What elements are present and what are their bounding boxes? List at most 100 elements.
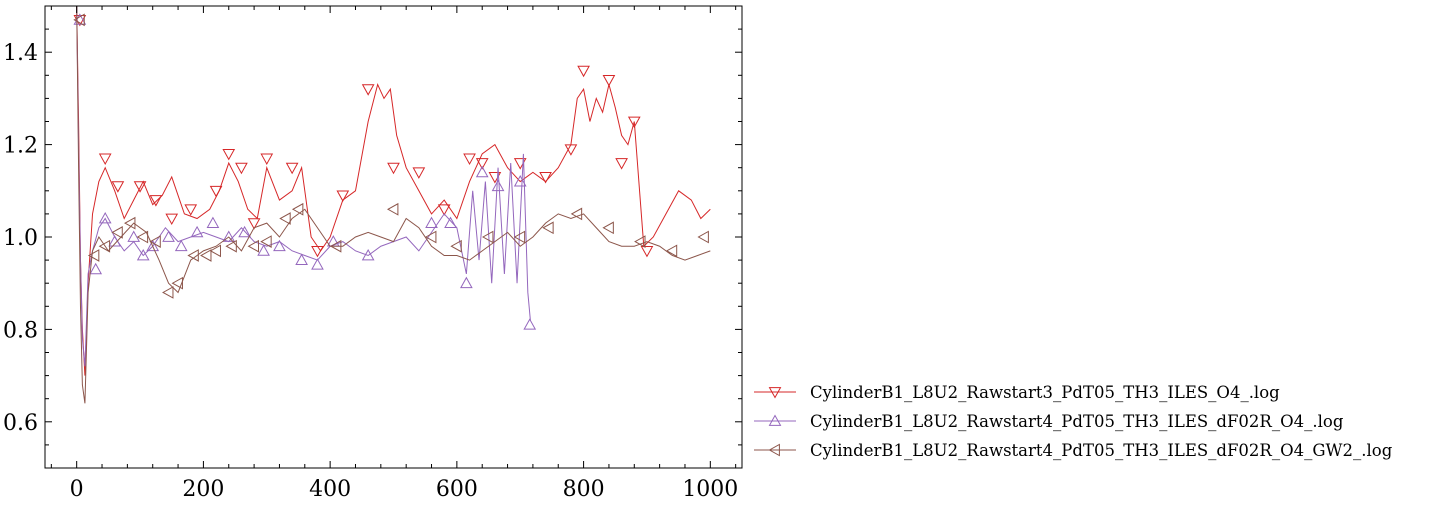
series-3-marker [111,226,123,239]
series-3-marker [329,239,342,253]
series-2-marker [98,211,112,224]
series-1-marker [640,245,654,258]
y-tick-label: 1.4 [3,41,38,66]
series-2-marker [491,179,505,192]
series-3-marker [98,239,111,253]
series-3 [73,6,711,404]
series-3-marker [136,230,149,244]
series-3-marker [171,276,183,290]
series-2-marker [174,239,188,252]
series-3-marker [209,244,221,258]
series-3-marker [542,221,554,235]
series-line-1 [76,6,711,376]
series-1-marker [133,181,147,193]
series-1-marker [539,172,552,184]
legend-entry-1: CylinderB1_L8U2_Rawstart3_PdT05_TH3_ILES… [754,383,1280,402]
series-1-marker [602,75,616,87]
series-3-marker [697,230,709,244]
series-2-marker [238,225,251,238]
series-2-marker [222,230,236,242]
series-2-marker [273,239,286,252]
legend-label: CylinderB1_L8U2_Rawstart4_PdT05_TH3_ILES… [810,412,1344,431]
x-tick-label: 400 [309,477,351,502]
series-2-marker [127,230,141,242]
series-2-marker [460,276,473,289]
legend-label: CylinderB1_L8U2_Rawstart3_PdT05_TH3_ILES… [810,383,1280,402]
series-1-marker [361,84,375,96]
series-3-marker [482,230,494,244]
series-3-marker [513,230,526,244]
series-2-marker [295,253,308,265]
series-3-marker [570,207,583,221]
series-2-marker [444,216,457,229]
series-1-marker [209,185,223,198]
plot-frame [44,5,743,469]
series-3-marker [225,239,237,253]
series-1-marker [577,65,590,78]
series-1-marker [184,204,198,216]
series-1-marker [260,153,274,165]
series-1-marker [437,204,451,216]
series-3-marker [665,244,678,258]
series-1-marker [149,195,163,207]
series-1-marker [336,190,350,202]
series-line-3 [76,6,711,404]
series-3-marker [73,13,85,27]
series-1 [73,6,711,376]
legend-entry-3: CylinderB1_L8U2_Rawstart4_PdT05_TH3_ILES… [754,441,1393,460]
legend-label: CylinderB1_L8U2_Rawstart4_PdT05_TH3_ILES… [810,441,1393,460]
legend: CylinderB1_L8U2_Rawstart3_PdT05_TH3_ILES… [754,383,1393,460]
series-2-marker [89,262,103,275]
series-1-marker [627,116,641,129]
series-3-marker [124,216,136,230]
series-2-marker [162,230,175,242]
legend-entry-2: CylinderB1_L8U2_Rawstart4_PdT05_TH3_ILES… [754,412,1344,431]
series-2-marker [361,248,375,261]
series-1-marker [564,144,578,156]
series-1-marker [311,245,324,258]
series-3-marker [386,202,399,216]
series-2-marker [523,318,537,330]
series-3-marker [602,221,614,235]
series-1-marker [111,181,125,193]
series-1-marker [222,148,236,161]
series-3-marker [162,286,174,299]
y-tick-label: 0.6 [3,411,38,436]
series-2-marker [190,225,204,238]
series-1-marker [98,153,112,165]
series-3-marker [260,235,272,248]
series-3-marker [247,239,259,253]
series-3-marker [200,249,212,262]
x-tick-label: 200 [182,477,224,502]
y-tick-label: 0.8 [3,318,38,343]
series-3-marker [634,235,646,248]
legend-marker [768,414,782,426]
series-1-marker [463,153,476,165]
y-tick-label: 1.0 [3,226,38,251]
series-2-marker [257,244,270,256]
legend-marker [768,443,780,457]
series-1-marker [285,162,299,175]
x-tick-label: 800 [563,477,605,502]
series-2-marker [513,175,527,187]
y-tick-label: 1.2 [3,134,38,159]
series-1-marker [475,158,489,170]
series-2-marker [136,248,150,261]
series-2-marker [206,216,220,229]
series-1-marker [615,158,628,170]
x-tick-label: 1000 [682,477,738,502]
x-tick-label: 600 [436,477,478,502]
series-2-marker [311,258,324,270]
series-3-marker [291,202,304,216]
series-layer [73,6,711,404]
series-2-marker [146,239,160,252]
legend-marker [768,387,782,399]
series-3-marker [187,249,199,262]
series-1-marker [165,213,179,226]
series-3-marker [87,249,100,262]
series-line-2 [76,6,531,367]
axis-ticks: 0 200 400 600 800 1000 0.6 0.8 1.0 1.2 1.4 [3,5,742,502]
x-tick-label: 0 [70,477,84,502]
series-1-marker [412,167,426,179]
